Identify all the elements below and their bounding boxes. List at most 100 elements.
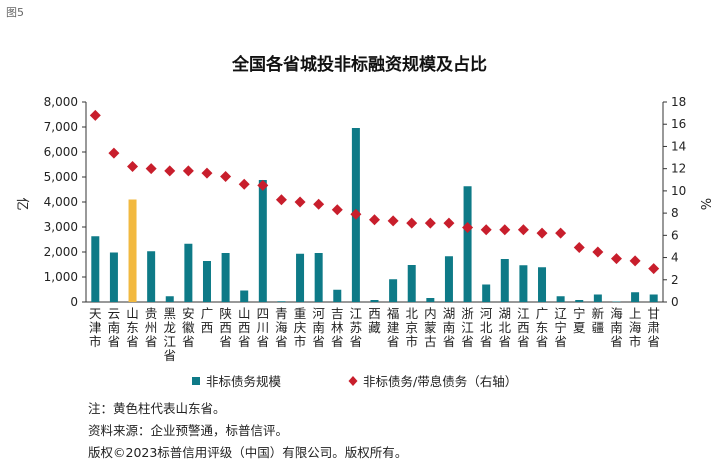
- x-tick-label: 吉林省: [331, 306, 344, 349]
- bar: [277, 301, 286, 302]
- bar: [202, 261, 211, 302]
- bar: [593, 294, 602, 302]
- bar: [575, 300, 584, 302]
- right-tick-label: 18: [671, 95, 686, 109]
- diamond-marker: [275, 194, 287, 206]
- x-tick-label: 辽宁省: [554, 306, 567, 349]
- diamond-marker: [443, 217, 455, 229]
- diamond-marker: [648, 263, 660, 275]
- diamond-marker: [480, 224, 492, 236]
- right-axis: 0 2 4 6 8 10 12 14 16 18: [662, 95, 686, 309]
- x-tick-label: 甘肃省: [647, 306, 660, 349]
- left-tick-label: 4,000: [44, 195, 78, 209]
- bar: [612, 301, 621, 302]
- diamond-marker: [294, 196, 306, 208]
- diamond-marker: [313, 198, 325, 210]
- bar: [109, 252, 118, 302]
- x-tick-label: 贵州省: [145, 306, 158, 349]
- bar: [463, 186, 472, 302]
- x-tick-label: 江西省: [517, 306, 530, 349]
- marker-series: [89, 109, 660, 275]
- right-tick-label: 12: [671, 162, 686, 176]
- diamond-marker: [573, 242, 585, 254]
- bar: [556, 296, 565, 302]
- left-axis: 0 1,000 2,000 3,000 4,000 5,000 6,000 7,000 8,00…: [44, 95, 663, 309]
- x-tick-label: 内蒙古: [424, 306, 437, 349]
- legend-bar-swatch: [192, 377, 200, 385]
- source-line: 资料来源：企业预警通，标普信评。: [88, 423, 289, 438]
- figure-label: 图5: [6, 6, 24, 19]
- x-tick-label: 广东省: [536, 306, 549, 349]
- bar: [407, 265, 416, 302]
- x-tick-label: 宁夏: [573, 306, 586, 335]
- x-tick-label: 青海省: [275, 306, 288, 349]
- diamond-marker: [182, 165, 194, 177]
- diamond-marker: [387, 215, 399, 227]
- bar: [519, 265, 528, 302]
- diamond-marker: [629, 255, 641, 267]
- left-tick-label: 0: [70, 295, 78, 309]
- right-tick-label: 6: [671, 228, 679, 242]
- right-tick-label: 16: [671, 117, 686, 131]
- bar: [500, 259, 509, 302]
- x-axis-labels: 天津市云南省山东省贵州省黑龙江省安徽省广西陕西省山西省四川省青海省重庆市河南省吉…: [89, 306, 660, 363]
- legend-bar-label: 非标债务规模: [206, 374, 282, 389]
- diamond-marker: [108, 147, 120, 159]
- diamond-marker: [406, 217, 418, 229]
- bar: [389, 279, 398, 302]
- left-tick-label: 6,000: [44, 145, 78, 159]
- x-tick-label: 西藏: [368, 306, 381, 335]
- left-tick-label: 2,000: [44, 245, 78, 259]
- right-tick-label: 10: [671, 184, 686, 198]
- note-line: 注：黄色柱代表山东省。: [88, 401, 226, 416]
- right-tick-label: 4: [671, 251, 679, 265]
- diamond-marker: [610, 253, 622, 265]
- bar: [482, 284, 491, 302]
- bar: [128, 199, 137, 302]
- chart-title: 全国各省城投非标融资规模及占比: [232, 55, 487, 75]
- left-tick-label: 3,000: [44, 220, 78, 234]
- x-tick-label: 安徽省: [182, 306, 195, 349]
- x-tick-label: 云南省: [108, 306, 121, 349]
- chart-notes: 注：黄色柱代表山东省。 资料来源：企业预警通，标普信评。 版权©2023标普信用…: [88, 398, 407, 464]
- diamond-marker: [350, 208, 362, 220]
- right-tick-label: 8: [671, 206, 679, 220]
- x-tick-label: 湖南省: [443, 306, 456, 349]
- copyright-line: 版权©2023标普信用评级（中国）有限公司。版权所有。: [88, 445, 408, 460]
- x-tick-label: 浙江省: [461, 306, 474, 349]
- x-tick-label: 海南省: [610, 306, 623, 349]
- diamond-marker: [89, 109, 101, 121]
- bar: [184, 243, 193, 302]
- diamond-marker: [127, 160, 139, 172]
- diamond-marker: [331, 204, 343, 216]
- left-tick-label: 7,000: [44, 120, 78, 134]
- left-tick-label: 5,000: [44, 170, 78, 184]
- x-tick-label: 四川省: [257, 306, 270, 349]
- x-tick-label: 山西省: [238, 306, 251, 349]
- legend-marker-label: 非标债务/带息债务（右轴）: [363, 374, 517, 389]
- bar: [240, 290, 249, 302]
- left-tick-label: 1,000: [44, 270, 78, 284]
- x-tick-label: 重庆市: [294, 306, 307, 349]
- bar: [538, 267, 547, 302]
- diamond-marker: [145, 163, 157, 175]
- x-tick-label: 山东省: [126, 306, 139, 349]
- bar: [221, 253, 230, 302]
- diamond-marker: [424, 217, 436, 229]
- diamond-marker: [257, 179, 269, 191]
- bar: [296, 253, 305, 302]
- bar: [631, 292, 640, 302]
- bar: [649, 294, 658, 302]
- bar: [258, 180, 267, 302]
- x-tick-label: 天津市: [89, 306, 102, 349]
- diamond-marker: [592, 246, 604, 258]
- x-tick-label: 河南省: [312, 306, 325, 349]
- diamond-marker: [517, 224, 529, 236]
- x-tick-label: 陕西省: [219, 306, 232, 349]
- diamond-marker: [536, 227, 548, 239]
- y-axis-label-right: %: [697, 198, 712, 210]
- diamond-marker: [499, 224, 511, 236]
- bar: [426, 298, 435, 302]
- x-tick-label: 上海市: [629, 306, 642, 349]
